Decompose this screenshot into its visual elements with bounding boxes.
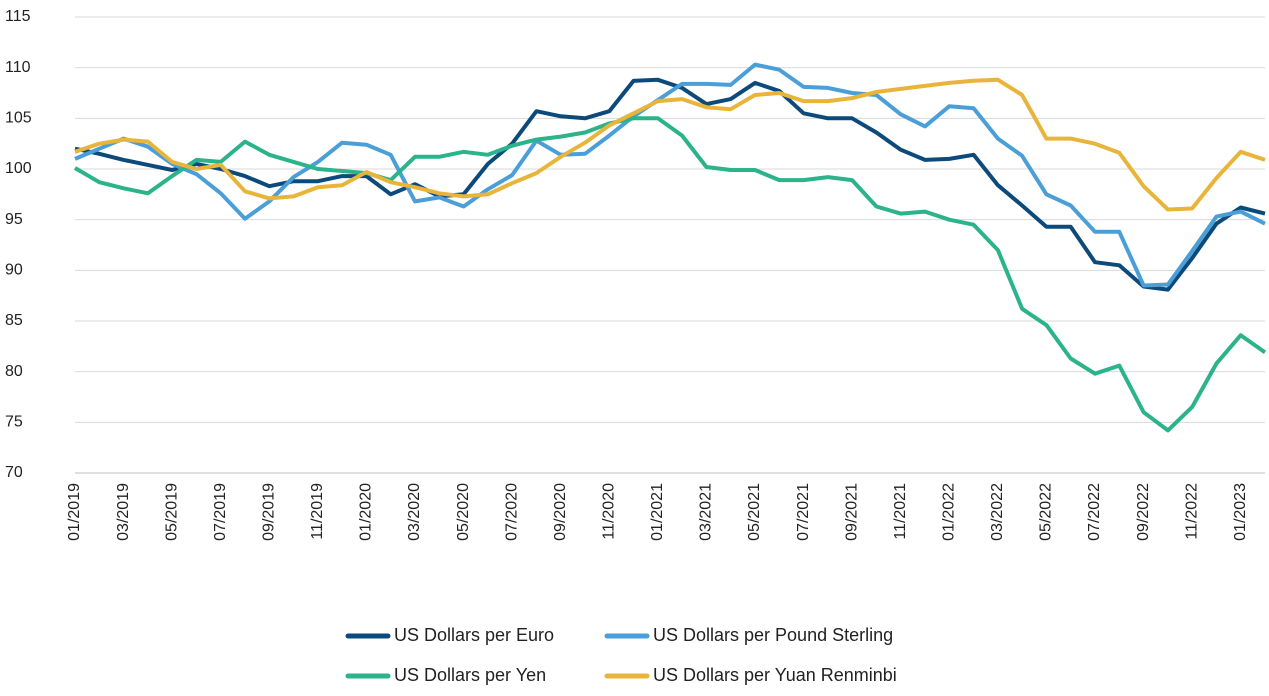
legend-label: US Dollars per Yuan Renminbi [653, 665, 897, 685]
y-tick-label: 115 [5, 8, 31, 25]
legend-label: US Dollars per Euro [394, 625, 554, 645]
x-tick-label: 11/2020 [601, 483, 618, 540]
y-tick-label: 105 [5, 110, 32, 127]
y-tick-label: 75 [5, 414, 23, 431]
y-tick-label: 110 [5, 59, 31, 76]
x-tick-label: 01/2023 [1232, 483, 1249, 541]
x-tick-label: 09/2021 [843, 483, 860, 541]
y-tick-label: 95 [5, 211, 23, 228]
x-tick-label: 05/2020 [455, 483, 472, 541]
legend-label: US Dollars per Pound Sterling [653, 625, 893, 645]
x-tick-label: 01/2021 [649, 483, 666, 541]
x-tick-label: 01/2019 [66, 483, 83, 541]
y-tick-label: 80 [5, 363, 23, 380]
x-tick-label: 01/2022 [941, 483, 958, 541]
x-tick-label: 07/2022 [1086, 483, 1103, 541]
x-tick-label: 11/2021 [892, 483, 909, 540]
x-tick-label: 11/2022 [1183, 483, 1200, 540]
x-tick-label: 09/2020 [552, 483, 569, 541]
x-tick-label: 03/2022 [989, 483, 1006, 541]
x-tick-label: 01/2020 [358, 483, 375, 541]
series-line [73, 116, 1267, 433]
x-tick-label: 05/2019 [163, 483, 180, 541]
x-tick-label: 09/2019 [261, 483, 278, 541]
x-tick-label: 09/2022 [1135, 483, 1152, 541]
x-tick-label: 07/2020 [503, 483, 520, 541]
x-tick-label: 07/2021 [795, 483, 812, 541]
x-tick-label: 05/2021 [746, 483, 763, 541]
series-line [74, 77, 1266, 212]
y-tick-label: 100 [5, 160, 32, 177]
series-line [74, 77, 1266, 292]
x-tick-label: 03/2020 [406, 483, 423, 541]
x-tick-label: 03/2021 [698, 483, 715, 541]
legend-label: US Dollars per Yen [394, 665, 546, 685]
x-tick-label: 03/2019 [115, 483, 132, 541]
x-tick-label: 05/2022 [1038, 483, 1055, 541]
y-tick-label: 85 [5, 312, 23, 329]
x-tick-label: 11/2019 [309, 483, 326, 540]
x-tick-label: 07/2019 [212, 483, 229, 541]
y-tick-label: 90 [5, 262, 23, 279]
y-tick-label: 70 [5, 464, 23, 481]
